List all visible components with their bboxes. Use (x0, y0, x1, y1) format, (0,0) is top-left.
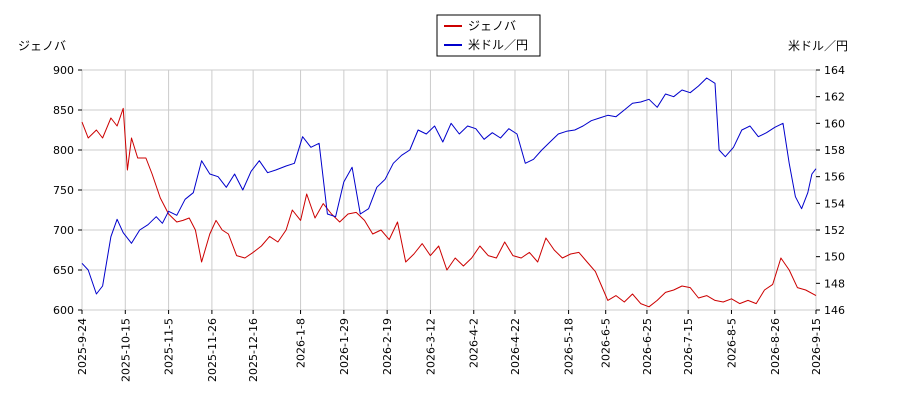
legend-label-series-1: ジェノバ (468, 19, 516, 33)
right-tick-label: 154 (824, 197, 845, 210)
left-tick-label: 750 (53, 184, 74, 197)
x-tick-label: 2025-11-26 (206, 318, 219, 382)
legend-label-series-2: 米ドル／円 (468, 38, 528, 52)
series-line-1 (81, 107, 817, 308)
right-tick-label: 158 (824, 144, 845, 157)
left-tick-label: 650 (53, 264, 74, 277)
x-tick-label: 2026-4-2 (468, 318, 481, 368)
x-tick-label: 2026-3-12 (424, 318, 437, 375)
x-tick-label: 2026-8-26 (769, 318, 782, 375)
right-tick-label: 164 (824, 64, 845, 77)
right-tick-label: 156 (824, 171, 845, 184)
right-tick-label: 146 (824, 304, 845, 317)
x-tick-label: 2026-5-18 (563, 318, 576, 375)
left-tick-label: 850 (53, 104, 74, 117)
right-tick-label: 150 (824, 251, 845, 264)
left-axis-title: ジェノバ (18, 39, 66, 53)
left-tick-label: 700 (53, 224, 74, 237)
left-tick-label: 800 (53, 144, 74, 157)
x-tick-label: 2025-10-15 (119, 318, 132, 382)
x-tick-label: 2026-2-19 (381, 318, 394, 375)
right-axis-title: 米ドル／円 (788, 39, 848, 53)
x-tick-label: 2026-9-15 (810, 318, 823, 375)
right-tick-label: 152 (824, 224, 845, 237)
right-axis-ticks: 146 148 150 152 154 156 158 160 162 164 (816, 64, 845, 317)
x-tick-label: 2026-1-8 (295, 318, 308, 368)
legend: ジェノバ 米ドル／円 (436, 14, 541, 57)
left-axis-ticks: 600 650 700 750 800 850 900 (53, 64, 82, 317)
x-tick-label: 2026-7-15 (682, 318, 695, 375)
x-tick-label: 2025-9-24 (76, 318, 89, 375)
left-tick-label: 900 (53, 64, 74, 77)
x-tick-label: 2026-8-5 (725, 318, 738, 368)
x-tick-label: 2026-6-25 (641, 318, 654, 375)
right-tick-label: 162 (824, 91, 845, 104)
right-tick-label: 148 (824, 277, 845, 290)
x-tick-label: 2025-11-5 (163, 318, 176, 375)
legend-box (436, 14, 541, 57)
x-tick-label: 2025-12-16 (247, 318, 260, 382)
x-tick-label: 2026-1-29 (338, 318, 351, 375)
x-axis-ticks: 2025-9-24 2025-10-15 2025-11-5 2025-11-26 20… (76, 310, 823, 382)
left-tick-label: 600 (53, 304, 74, 317)
right-tick-label: 160 (824, 117, 845, 130)
x-tick-label: 2026-6-5 (600, 318, 613, 368)
grid (81, 69, 817, 311)
series-line-2 (81, 77, 817, 295)
series-lines (81, 77, 817, 308)
x-tick-label: 2026-4-22 (509, 318, 522, 375)
